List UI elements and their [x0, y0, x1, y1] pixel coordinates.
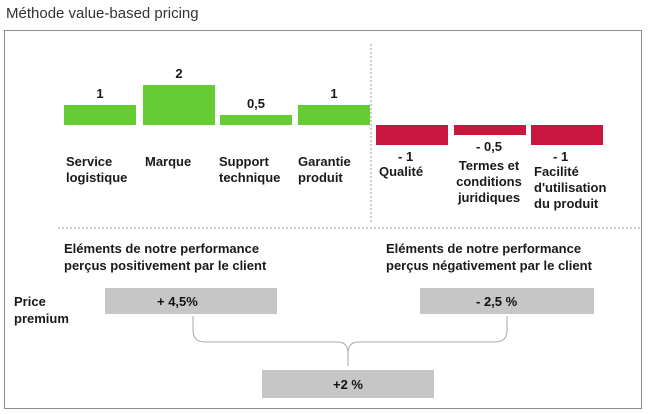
positive-header: Eléments de notre performance perçus posi… — [64, 241, 267, 273]
category-label-facilite: Facilité d'utilisation du produit — [534, 164, 607, 211]
value-label-1: 2 — [175, 66, 183, 81]
category-label-service-logistique: Service logistique — [66, 154, 128, 185]
category-label-termes: Termes et conditions juridiques — [456, 158, 522, 205]
price-premium-label: Price premium — [14, 294, 69, 326]
bar-6 — [531, 125, 603, 145]
category-label-support-technique: Support technique — [219, 154, 281, 185]
net-premium-box: +2 % — [262, 370, 434, 398]
bar-1 — [143, 85, 215, 125]
summary-brace — [192, 316, 508, 366]
category-label-qualite: Qualité — [379, 164, 424, 179]
value-label-5: - 0,5 — [476, 139, 503, 154]
value-label-6: - 1 — [553, 149, 569, 164]
negative-header: Eléments de notre performance perçus néga… — [386, 241, 592, 273]
negative-total-box: - 2,5 % — [420, 288, 594, 314]
bar-3 — [298, 105, 370, 125]
category-label-garantie-produit: Garantie produit — [298, 154, 351, 185]
bar-5 — [454, 125, 526, 135]
bar-0 — [64, 105, 136, 125]
value-label-0: 1 — [96, 86, 104, 101]
bar-4 — [376, 125, 448, 145]
page-title: Méthode value-based pricing — [6, 5, 199, 22]
positive-total-box: + 4,5% — [105, 288, 277, 314]
value-label-3: 1 — [330, 86, 338, 101]
value-label-2: 0,5 — [246, 96, 266, 111]
chart-frame — [4, 30, 642, 409]
value-label-4: - 1 — [398, 149, 414, 164]
bar-2 — [220, 115, 292, 125]
category-label-marque: Marque — [145, 154, 192, 169]
